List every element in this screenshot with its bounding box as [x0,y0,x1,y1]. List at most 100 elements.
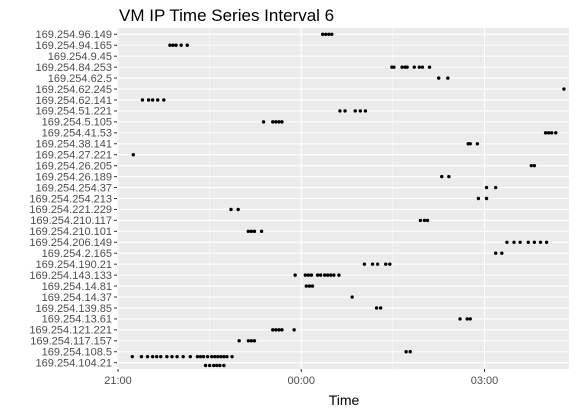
data-point [213,354,217,359]
data-point [252,339,257,343]
data-point [205,354,210,359]
data-point [332,273,336,277]
y-tick-label: 169.254.5.105 [42,117,112,129]
y-tick-label: 169.254.143.133 [29,270,112,282]
data-point [140,98,145,102]
data-point [544,240,549,244]
data-point [315,273,320,277]
data-point [554,131,558,135]
data-point [468,317,472,321]
data-point [330,32,334,36]
data-point [165,354,169,359]
data-point [218,363,222,368]
chart-title: VM IP Time Series Interval 6 [119,6,334,25]
y-tick-label: 169.254.9.45 [48,51,112,63]
data-point [145,354,150,359]
data-point [280,120,284,124]
data-point [307,284,312,288]
data-point [532,163,537,168]
data-point [518,240,522,244]
data-point [427,65,432,69]
data-points [130,32,566,368]
data-point [130,354,134,359]
data-point [494,251,498,255]
data-point [362,262,367,266]
y-tick-label: 169.254.206.149 [29,237,112,249]
y-tick-label: 169.254.26.205 [36,160,112,172]
data-point [476,196,481,201]
data-point [338,109,342,113]
y-tick-label: 169.254.254.213 [29,193,112,205]
major-grid [117,28,569,369]
data-point [505,240,509,244]
data-point [378,306,383,310]
data-point [484,196,489,201]
data-point [322,273,327,277]
data-point [174,43,178,47]
data-point [212,363,216,368]
data-point [327,32,331,36]
data-point [230,354,234,359]
data-point [271,120,275,124]
data-point [436,76,441,80]
data-point [417,65,422,69]
y-tick-label: 169.254.254.37 [36,182,112,194]
y-tick-label: 169.254.13.61 [42,314,112,326]
data-point [303,273,308,277]
data-point [236,207,240,212]
x-tick-label: 03:00 [471,375,499,387]
y-tick-label: 169.254.14.37 [42,292,112,304]
data-point [412,65,416,69]
y-tick-label: 169.254.62.5 [48,73,112,85]
y-tick-label: 169.254.104.21 [36,358,112,370]
data-point [185,43,189,47]
data-point [404,350,408,354]
data-point [405,65,409,69]
data-point [337,273,341,277]
data-point [318,273,323,277]
data-point [216,354,220,359]
y-tick-label: 169.254.84.253 [36,62,112,74]
data-point [500,251,504,255]
data-point [171,43,175,47]
data-point [293,273,297,277]
data-point [440,174,444,179]
data-point [181,354,185,359]
data-point [326,273,330,277]
data-point [170,354,174,359]
data-point [392,65,396,69]
data-point [261,120,266,124]
data-point [277,328,281,332]
data-point [562,87,566,91]
data-point [475,142,480,146]
y-tick-label: 169.254.221.229 [29,204,112,216]
data-point [271,328,275,332]
data-point [131,153,135,157]
x-tick-label: 00:00 [287,375,315,387]
data-point [363,109,368,113]
data-point [447,174,451,179]
y-tick-label: 169.254.108.5 [42,347,112,359]
y-tick-label: 169.254.210.117 [30,215,112,227]
data-point [246,229,251,234]
data-point [343,109,347,113]
data-point [146,98,151,102]
y-tick-label: 169.254.94.165 [36,40,112,52]
data-point [198,354,203,359]
data-point [259,229,264,234]
data-point [195,354,200,359]
y-tick-label: 169.254.62.245 [36,84,112,96]
y-tick-label: 169.254.121.221 [29,325,112,337]
data-point [446,76,450,80]
x-tick-label: 21:00 [104,375,132,387]
data-point [280,328,284,332]
data-point [304,284,309,288]
data-point [408,350,412,354]
y-tick-label: 169.254.26.189 [36,171,112,183]
y-tick-label: 169.254.210.101 [29,226,112,238]
data-point [465,317,469,321]
y-tick-label: 169.254.14.81 [42,281,112,293]
data-point [150,98,155,102]
y-tick-label: 169.254.41.53 [42,128,112,140]
data-point [422,218,427,223]
